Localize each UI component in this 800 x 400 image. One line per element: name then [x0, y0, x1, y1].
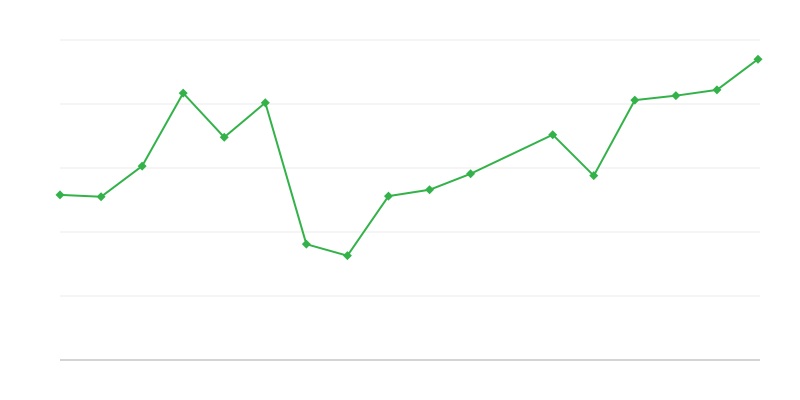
- data-point[interactable]: [55, 190, 65, 200]
- data-point[interactable]: [466, 169, 476, 179]
- data-point[interactable]: [548, 130, 558, 140]
- data-point[interactable]: [753, 54, 763, 64]
- data-point[interactable]: [342, 251, 352, 261]
- data-point[interactable]: [630, 95, 640, 105]
- data-point[interactable]: [425, 185, 435, 195]
- series-line: [59, 58, 759, 257]
- data-point[interactable]: [137, 161, 147, 171]
- gridlines: [60, 39, 760, 297]
- data-point[interactable]: [589, 171, 599, 181]
- data-point[interactable]: [178, 88, 188, 98]
- data-point[interactable]: [260, 98, 270, 108]
- data-point[interactable]: [219, 132, 229, 142]
- data-point[interactable]: [301, 239, 311, 249]
- data-point[interactable]: [383, 191, 393, 201]
- series-group: [55, 54, 763, 261]
- data-point[interactable]: [671, 91, 681, 101]
- data-point[interactable]: [96, 192, 106, 202]
- data-point[interactable]: [712, 85, 722, 95]
